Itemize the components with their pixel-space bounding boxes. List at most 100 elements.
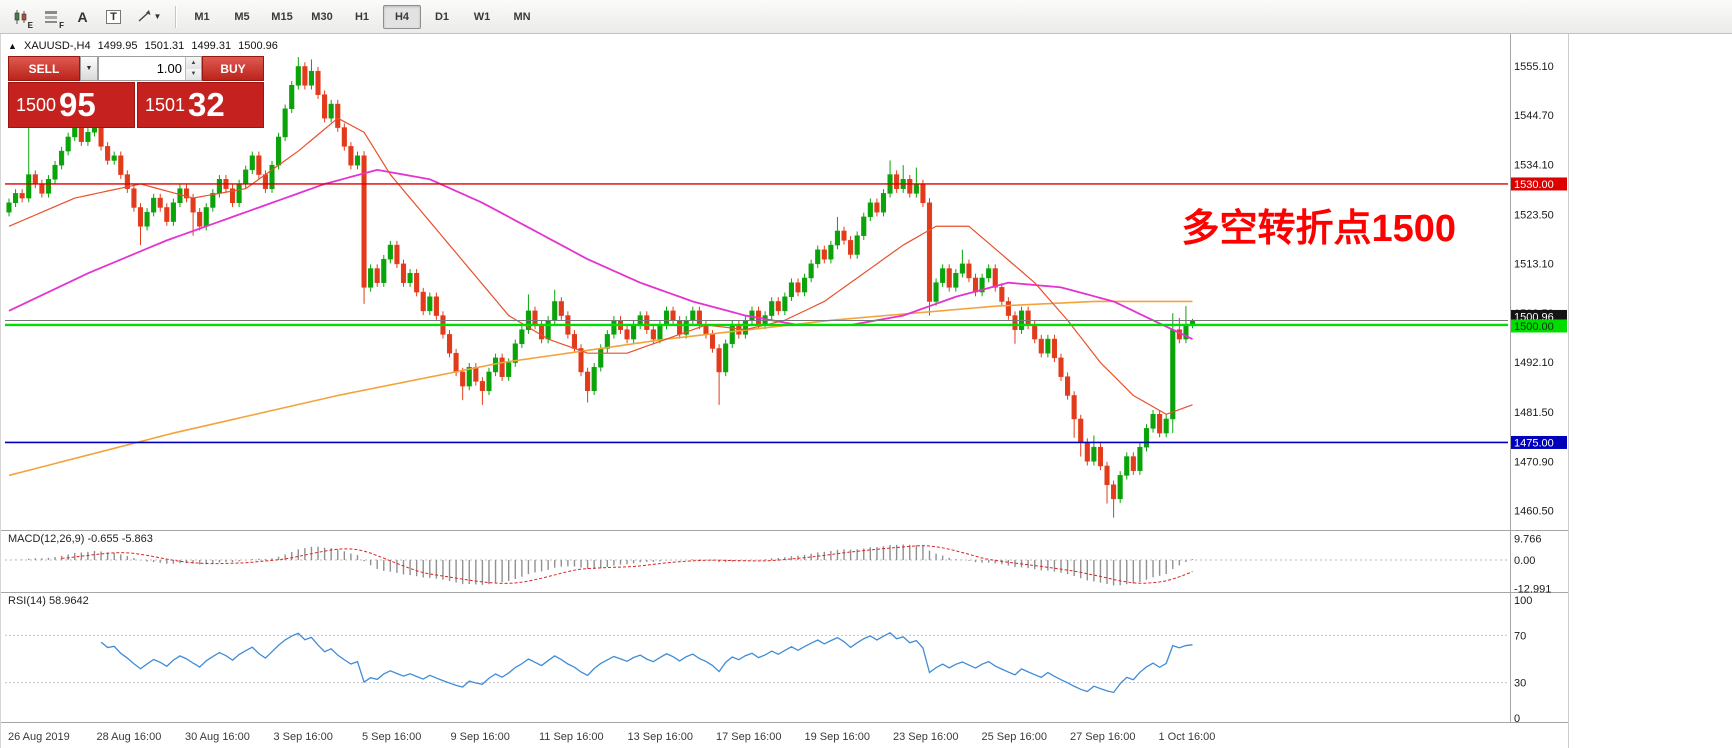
ma-mid-line	[8, 168, 1193, 340]
candle-body	[361, 155, 367, 288]
candle-body	[1084, 442, 1090, 462]
candle-body	[1065, 376, 1071, 396]
candle-body	[821, 249, 827, 260]
candle-body	[124, 174, 130, 189]
tool-badge: E	[27, 20, 33, 30]
candle-body	[532, 310, 538, 326]
candle-body	[45, 179, 52, 194]
time-axis-label: 23 Sep 16:00	[893, 731, 958, 743]
sell-price-display[interactable]: 1500 95	[8, 82, 135, 128]
candle-body	[183, 188, 190, 199]
timeframe-button-m15[interactable]: M15	[271, 10, 293, 23]
candle-body	[105, 146, 111, 161]
macd-axis-label: 9.766	[1514, 534, 1542, 546]
time-axis-label: 26 Aug 2019	[8, 731, 70, 743]
price-tick-label: 1523.50	[1514, 210, 1554, 222]
timeframe-button-h1[interactable]: H1	[354, 10, 370, 23]
timeframe-button-h4[interactable]: H4	[383, 4, 421, 29]
candle-body	[230, 188, 236, 204]
lot-size-field[interactable]: 1.00 ▲ ▼	[98, 56, 202, 81]
lot-decrement-button[interactable]: ▼	[186, 68, 201, 80]
time-axis: 26 Aug 2019 28 Aug 16:00 30 Aug 16:00 3 Sep…	[8, 731, 1215, 743]
candle-body	[506, 362, 512, 377]
rsi-axis-label: 70	[1514, 630, 1526, 642]
lot-size-value[interactable]: 1.00	[156, 61, 182, 76]
time-axis-label: 11 Sep 16:00	[539, 731, 604, 743]
time-axis-label: 17 Sep 16:00	[716, 731, 781, 743]
candle-body	[177, 188, 183, 204]
timeframe-button-mn[interactable]: MN	[513, 10, 531, 23]
candle-body	[696, 310, 702, 326]
candle-body	[841, 230, 847, 241]
time-axis-label: 9 Sep 16:00	[451, 731, 510, 743]
candle-body	[861, 216, 867, 236]
timeframe-button-w1[interactable]: W1	[473, 10, 491, 23]
candle-body	[1170, 329, 1176, 420]
candle-body	[420, 291, 426, 312]
candle-body	[1163, 418, 1169, 434]
candle-body	[308, 70, 314, 86]
time-axis-label: 5 Sep 16:00	[362, 731, 421, 743]
macd-axis-label: -12.991	[1514, 584, 1551, 596]
sell-button[interactable]: SELL	[8, 56, 80, 81]
candle-body	[946, 268, 952, 288]
candle-body	[374, 268, 380, 283]
buy-price-display[interactable]: 1501 32	[137, 82, 264, 128]
candle-body	[1078, 418, 1084, 443]
candle-body	[1143, 428, 1150, 448]
hline-label-1500.00-text: 1500.00	[1514, 321, 1554, 333]
candle-body	[460, 371, 466, 387]
candle-body	[269, 164, 275, 189]
price-tick-label: 1544.70	[1514, 110, 1554, 122]
open-value: 1499.95	[97, 40, 138, 52]
lot-stepper: ▲ ▼	[185, 57, 201, 80]
candle-body	[986, 268, 992, 279]
price-tick-label: 1460.50	[1514, 506, 1554, 518]
high-value: 1501.31	[144, 40, 185, 52]
text-box-tool-button[interactable]: T	[99, 3, 128, 31]
candle-body	[512, 343, 518, 363]
candle-body	[466, 367, 472, 387]
chart-canvas[interactable]: 1555.101544.701534.101523.501513.101502.…	[0, 34, 1732, 748]
candle-body	[203, 207, 209, 227]
candle-body	[394, 244, 400, 265]
chart-template-tool-button[interactable]: E	[6, 3, 35, 31]
candle-body	[1124, 456, 1130, 476]
buy-price-main: 1501	[145, 94, 186, 115]
time-axis-label: 30 Aug 16:00	[185, 731, 250, 743]
one-click-collapse-icon[interactable]: ▲	[8, 41, 17, 51]
candle-body	[262, 174, 268, 189]
candle-body	[453, 352, 459, 373]
candle-body	[151, 197, 157, 213]
candle-body	[670, 310, 676, 321]
line-draw-tool-button[interactable]: ▼	[130, 3, 168, 31]
candle-body	[775, 301, 781, 312]
time-axis-label: 13 Sep 16:00	[628, 731, 693, 743]
macd-pane	[5, 544, 1508, 586]
timeframe-button-d1[interactable]: D1	[434, 10, 450, 23]
timeframe-button-m5[interactable]: M5	[234, 10, 250, 23]
text-label-tool-button[interactable]: A	[68, 3, 97, 31]
candle-body	[473, 367, 479, 382]
lot-increment-button[interactable]: ▲	[186, 57, 201, 69]
candle-body	[558, 301, 564, 316]
close-value: 1500.96	[238, 40, 278, 52]
hline-label-1500.00	[1511, 319, 1567, 333]
grid-tool-button[interactable]: F	[37, 3, 66, 31]
letter-a-icon: A	[77, 8, 88, 25]
candle-body	[381, 258, 387, 283]
candle-body	[578, 348, 584, 373]
candle-body	[414, 273, 420, 293]
candle-body	[769, 301, 775, 316]
time-axis-label: 28 Aug 16:00	[97, 731, 162, 743]
buy-button[interactable]: BUY	[202, 56, 264, 81]
candle-body	[624, 329, 630, 340]
order-options-dropdown[interactable]: ▼	[80, 56, 98, 81]
candle-body	[1071, 395, 1077, 420]
timeframe-button-m30[interactable]: M30	[311, 10, 333, 23]
candle-body	[387, 244, 393, 260]
timeframe-button-m1[interactable]: M1	[194, 10, 210, 23]
candle-body	[1130, 456, 1136, 471]
candle-body	[650, 329, 656, 340]
candle-body	[782, 296, 788, 312]
